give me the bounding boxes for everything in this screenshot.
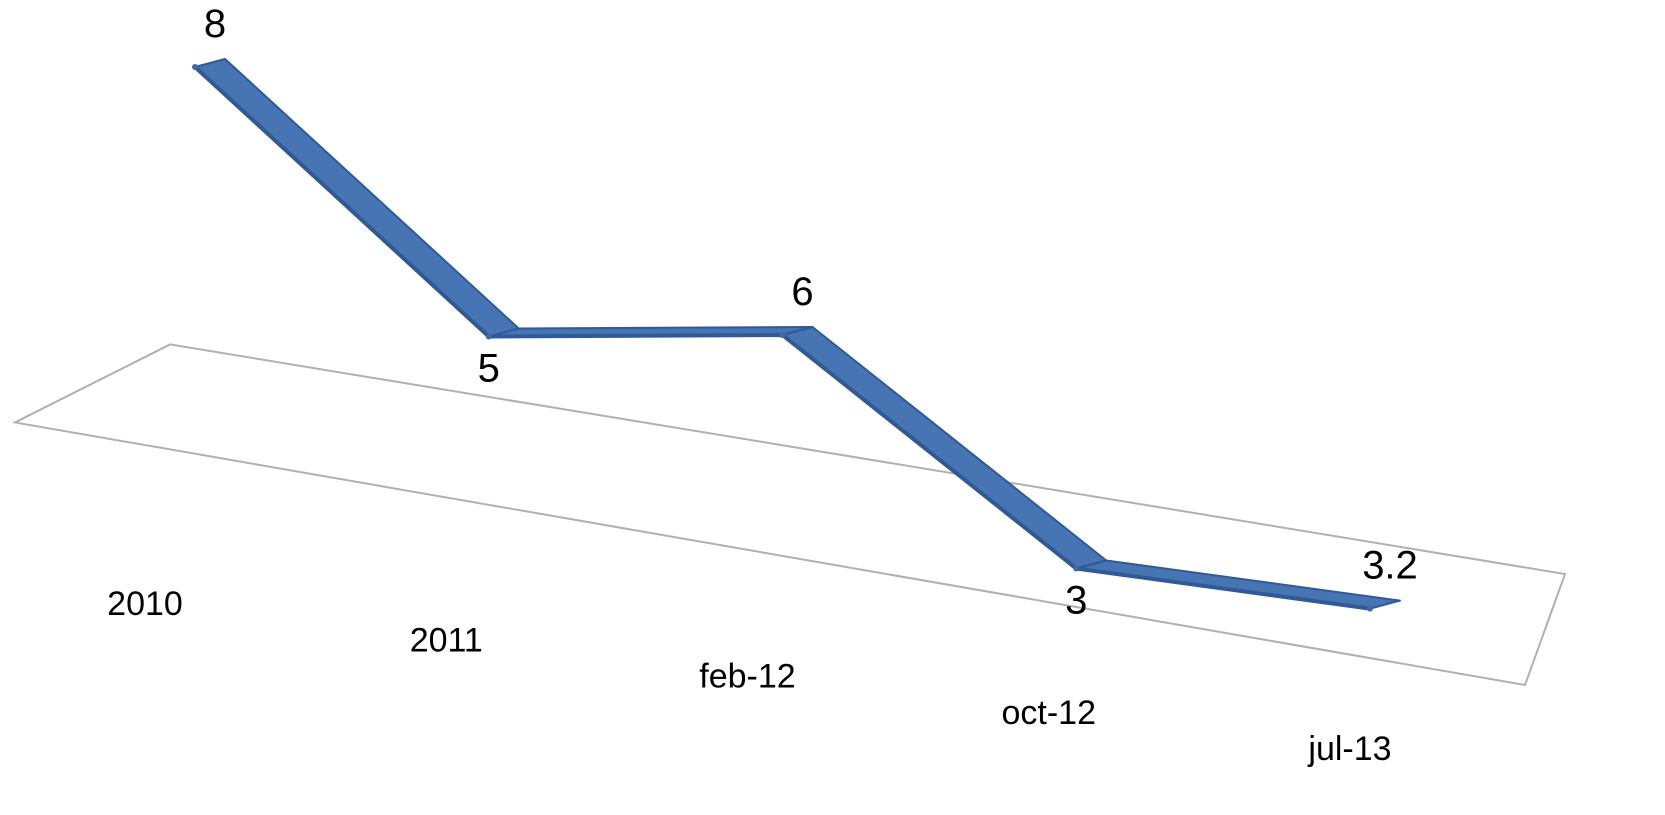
ribbon-segment-3 (781, 326, 1108, 570)
data-point-4 (1073, 565, 1080, 572)
data-label-4: 3 (1065, 579, 1087, 623)
data-label-5: 3.2 (1362, 544, 1418, 588)
chart-floor (11, 343, 1567, 687)
data-labels: 8 5 6 3 3.2 (204, 2, 1418, 623)
ribbon-segment-4 (1075, 559, 1401, 610)
data-label-3: 6 (791, 270, 813, 314)
series-ribbon (192, 58, 1401, 612)
data-point-5 (1367, 605, 1373, 612)
data-point-2 (485, 333, 492, 340)
category-axis: 2010 2011 feb-12 oct-12 jul-13 (107, 585, 1391, 768)
x-tick-label-2: 2011 (410, 621, 483, 659)
data-point-3 (779, 332, 786, 338)
ribbon-segment-1 (194, 58, 520, 338)
data-label-2: 5 (478, 347, 500, 391)
x-tick-label-1: 2010 (107, 585, 183, 623)
x-tick-label-3: feb-12 (699, 658, 795, 696)
x-tick-label-5: jul-13 (1307, 730, 1391, 768)
data-point-1 (192, 64, 198, 70)
x-tick-label-4: oct-12 (1002, 694, 1097, 732)
data-label-1: 8 (204, 2, 226, 46)
floor-plane (11, 343, 1567, 687)
